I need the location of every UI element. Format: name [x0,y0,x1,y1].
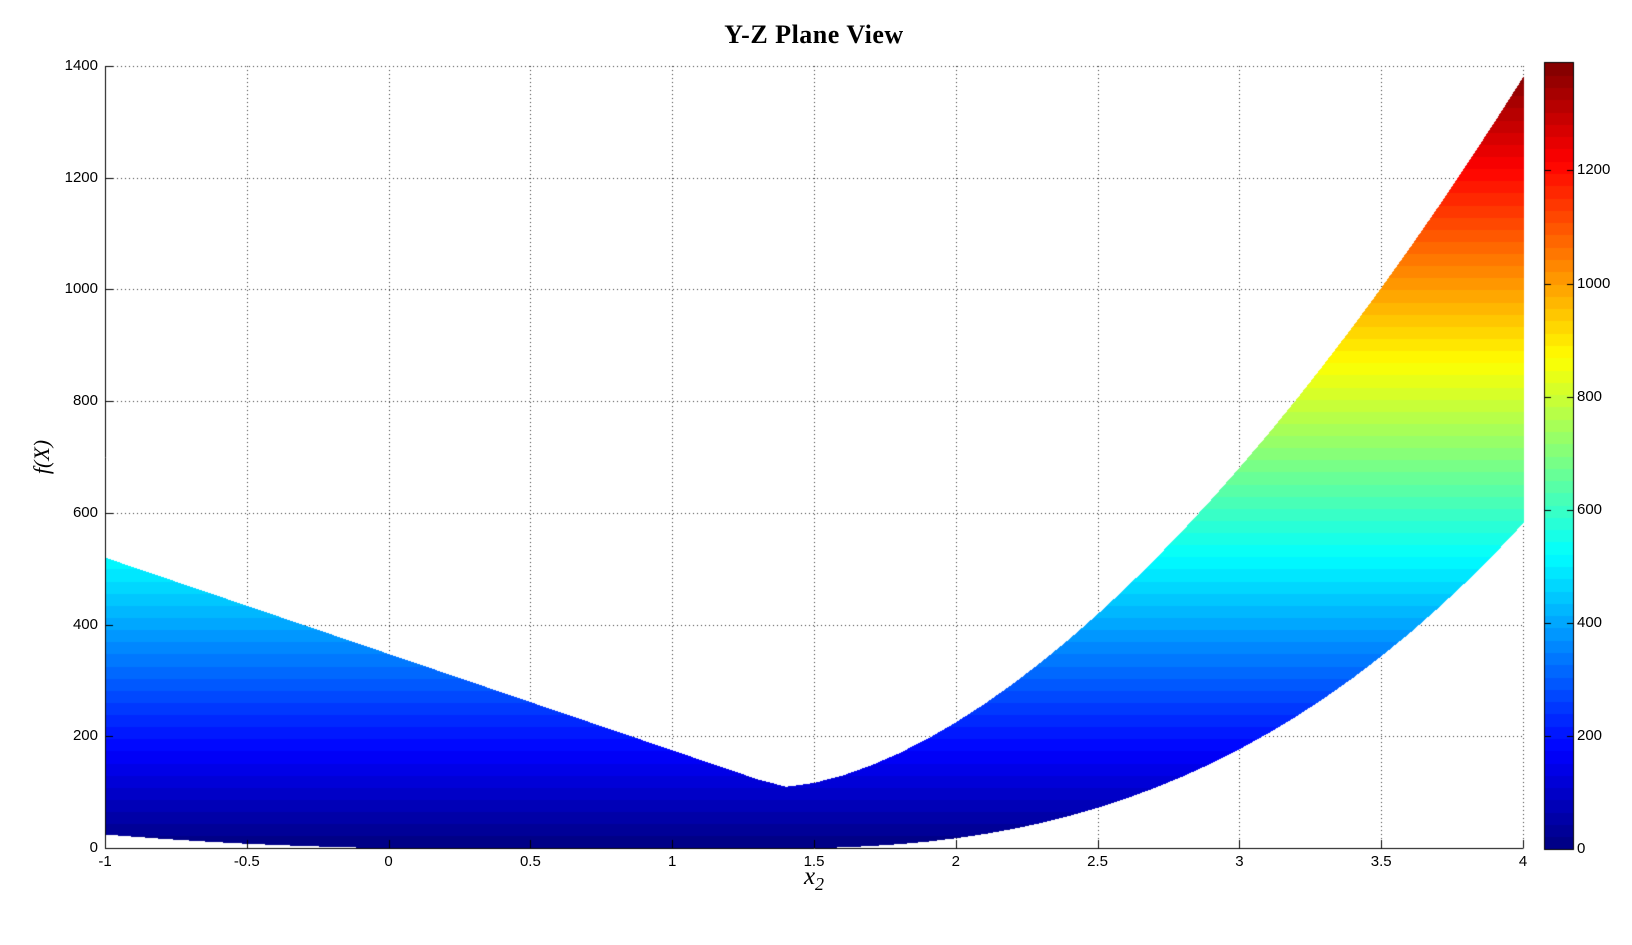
y-tick-label: 600 [72,503,98,521]
colorbar-tick-label: 200 [1577,726,1603,744]
colorbar-tick-label: 0 [1577,840,1586,857]
y-axis-label: f(X) [29,439,54,475]
x-tick-label: 0.5 [519,853,541,870]
x-tick-label: 2.5 [1087,853,1109,870]
y-tick-label: 0 [89,839,98,856]
colorbar-tick-label: 1200 [1577,161,1611,179]
x-tick-label: -1 [98,853,112,870]
x-axis-label-subscript: 2 [815,874,825,894]
x-tick-label: 3.5 [1370,853,1392,870]
x-tick-label: 4 [1518,853,1528,870]
x-axis-label-base: x [803,863,816,890]
plot-area [105,66,1523,848]
chart-title: Y-Z Plane View [724,20,904,49]
colorbar-tick-label: 1000 [1577,274,1611,292]
x-tick-label: 2 [951,853,960,870]
x-tick-label: 1 [668,853,677,870]
x-axis-label: x2 [105,863,1523,894]
y-tick-label: 1000 [64,280,98,298]
y-tick-label: 200 [72,727,98,745]
x-tick-label: 0 [384,853,393,870]
colorbar-tick-label: 400 [1577,613,1603,631]
y-tick-label: 1200 [64,168,98,186]
colorbar-tick-label: 800 [1577,387,1603,405]
x-tick-label: 1.5 [803,853,825,870]
colorbar-tick-label: 600 [1577,500,1603,518]
x-tick-label: 3 [1235,853,1244,870]
y-tick-label: 800 [72,392,98,410]
y-tick-label: 1400 [64,57,98,74]
x-tick-label: -0.5 [233,853,260,870]
y-tick-label: 400 [72,615,98,633]
colorbar [1545,63,1573,849]
